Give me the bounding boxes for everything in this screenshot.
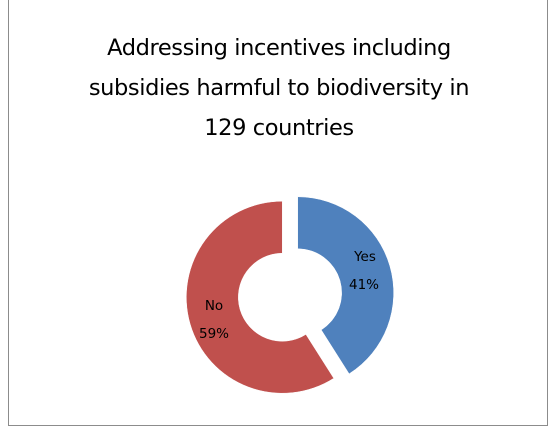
slice-no-name: No — [205, 298, 223, 314]
chart-title: Addressing incentives including subsidie… — [0, 28, 558, 148]
slice-yes-name: Yes — [353, 249, 376, 265]
chart-title-line-1: Addressing incentives including — [107, 35, 451, 61]
slice-yes[interactable] — [297, 196, 394, 375]
chart-title-line-3: 129 countries — [204, 115, 354, 141]
slice-yes-percent: 41% — [349, 277, 379, 293]
chart-title-line-2: subsidies harmful to biodiversity in — [88, 75, 470, 101]
slice-no-percent: 59% — [199, 326, 229, 342]
slice-no[interactable] — [186, 200, 335, 394]
